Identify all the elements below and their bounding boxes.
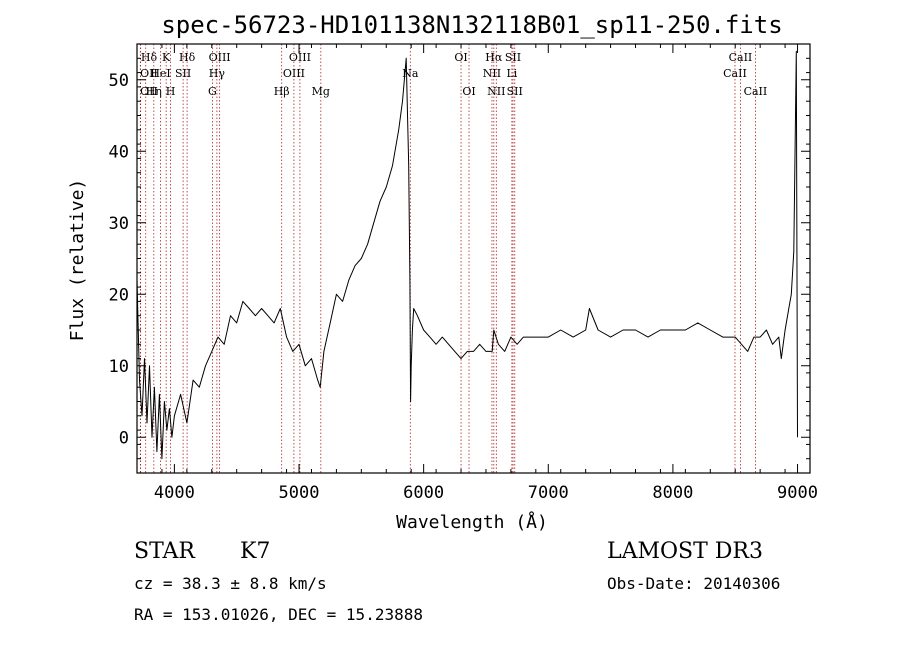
spectrum-line [136, 50, 798, 460]
coordinates: RA = 153.01026, DEC = 15.23888 [134, 605, 423, 624]
y-tick-label: 30 [109, 214, 129, 234]
y-tick-label: 40 [109, 142, 129, 162]
spectral-line-label: OI [454, 51, 467, 64]
spectral-line-label: Li [506, 67, 517, 80]
y-tick-label: 0 [119, 428, 129, 448]
observation-date: Obs-Date: 20140306 [607, 574, 780, 593]
spectral-line-label: OI [462, 85, 475, 98]
spectral-line-label: HeI [150, 67, 170, 80]
spectral-line-label: Hη [146, 85, 162, 98]
spectral-line-label: Hβ [274, 85, 290, 98]
x-tick-label: 4000 [154, 483, 195, 503]
y-tick-label: 10 [109, 357, 129, 377]
survey-name: LAMOST DR3 [607, 539, 763, 564]
spectral-line-label: OII [140, 85, 158, 98]
spectral-line-label: Hδ [141, 51, 158, 64]
spectral-line-label: OIII [283, 67, 305, 80]
spectral-line-label: CaII [729, 51, 753, 64]
x-axis-ticks: 4000 5000 6000 7000 8000 9000 [136, 44, 818, 503]
spectral-line-label: OIII [209, 51, 231, 64]
plot-frame [136, 43, 811, 474]
x-tick-label: 5000 [279, 483, 320, 503]
spectral-line-label: G [208, 85, 217, 98]
spectral-line-label: SII [175, 67, 191, 80]
y-axis-ticks: 0 10 20 30 40 50 [109, 43, 810, 474]
y-tick-label: 50 [109, 71, 129, 91]
spectral-line-label: K [162, 51, 171, 64]
object-class: STAR [134, 539, 196, 564]
spectral-line-label: CaII [744, 85, 768, 98]
spectral-line-label: SII [505, 51, 521, 64]
object-subclass: K7 [240, 539, 270, 564]
spectral-line-label: NII [483, 67, 501, 80]
spectral-line-label: Mg [312, 85, 330, 98]
spectrum-series [136, 50, 798, 460]
x-axis-label: Wavelength (Å) [396, 511, 548, 533]
x-tick-label: 7000 [528, 483, 569, 503]
y-tick-label: 20 [109, 285, 129, 305]
x-tick-label: 6000 [403, 483, 444, 503]
spectral-line-label: NII [487, 85, 505, 98]
spectral-line-label: OIII [289, 51, 311, 64]
spectral-line-label: Hα [485, 51, 503, 64]
x-tick-label: 8000 [652, 483, 693, 503]
spectral-line-markers [139, 44, 756, 473]
y-axis-label: Flux (relative) [67, 179, 88, 342]
spectral-line-label: CaII [723, 67, 747, 80]
spectral-line-label: Hδ [179, 51, 196, 64]
spectral-line-label: H [166, 85, 176, 98]
spectral-line-label: OII [140, 67, 158, 80]
spectral-line-label: Hγ [209, 67, 226, 80]
chart-title: spec-56723-HD101138N132118B01_sp11-250.f… [161, 11, 782, 39]
x-tick-label: 9000 [777, 483, 818, 503]
redshift-velocity: cz = 38.3 ± 8.8 km/s [134, 574, 327, 593]
spectral-line-label: SII [507, 85, 523, 98]
